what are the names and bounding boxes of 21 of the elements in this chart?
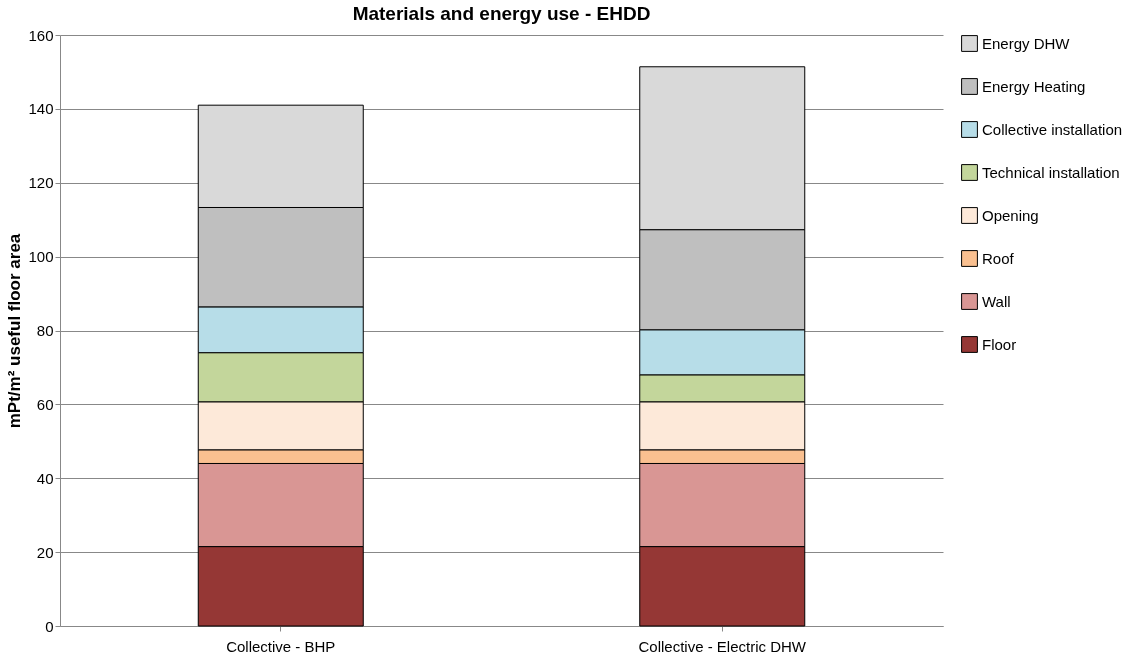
legend-label: Energy Heating xyxy=(982,77,1086,95)
legend-label: Collective installation xyxy=(982,120,1123,138)
legend-label: Energy DHW xyxy=(982,34,1071,52)
x-tick-label: Collective - Electric DHW xyxy=(638,637,807,655)
y-tick-label: 60 xyxy=(36,395,54,413)
legend-label: Roof xyxy=(982,249,1015,267)
y-tick-label: 0 xyxy=(45,617,54,635)
y-tick-label: 80 xyxy=(36,322,54,339)
y-tick-label: 20 xyxy=(36,543,54,561)
legend-label: Wall xyxy=(982,292,1011,310)
legend-label: Floor xyxy=(982,335,1017,353)
y-tick-label: 160 xyxy=(28,26,54,44)
x-tick-label: Collective - BHP xyxy=(226,637,336,655)
y-tick-label: 120 xyxy=(28,174,54,192)
y-tick-label: 100 xyxy=(28,248,54,266)
chart-title: Materials and energy use - EHDD xyxy=(352,3,651,24)
y-axis-title: mPt/m² useful floor area xyxy=(5,233,25,429)
legend-label: Technical installation xyxy=(982,163,1120,181)
y-tick-label: 140 xyxy=(28,100,54,118)
y-tick-label: 40 xyxy=(36,469,54,487)
legend-label: Opening xyxy=(982,206,1039,224)
